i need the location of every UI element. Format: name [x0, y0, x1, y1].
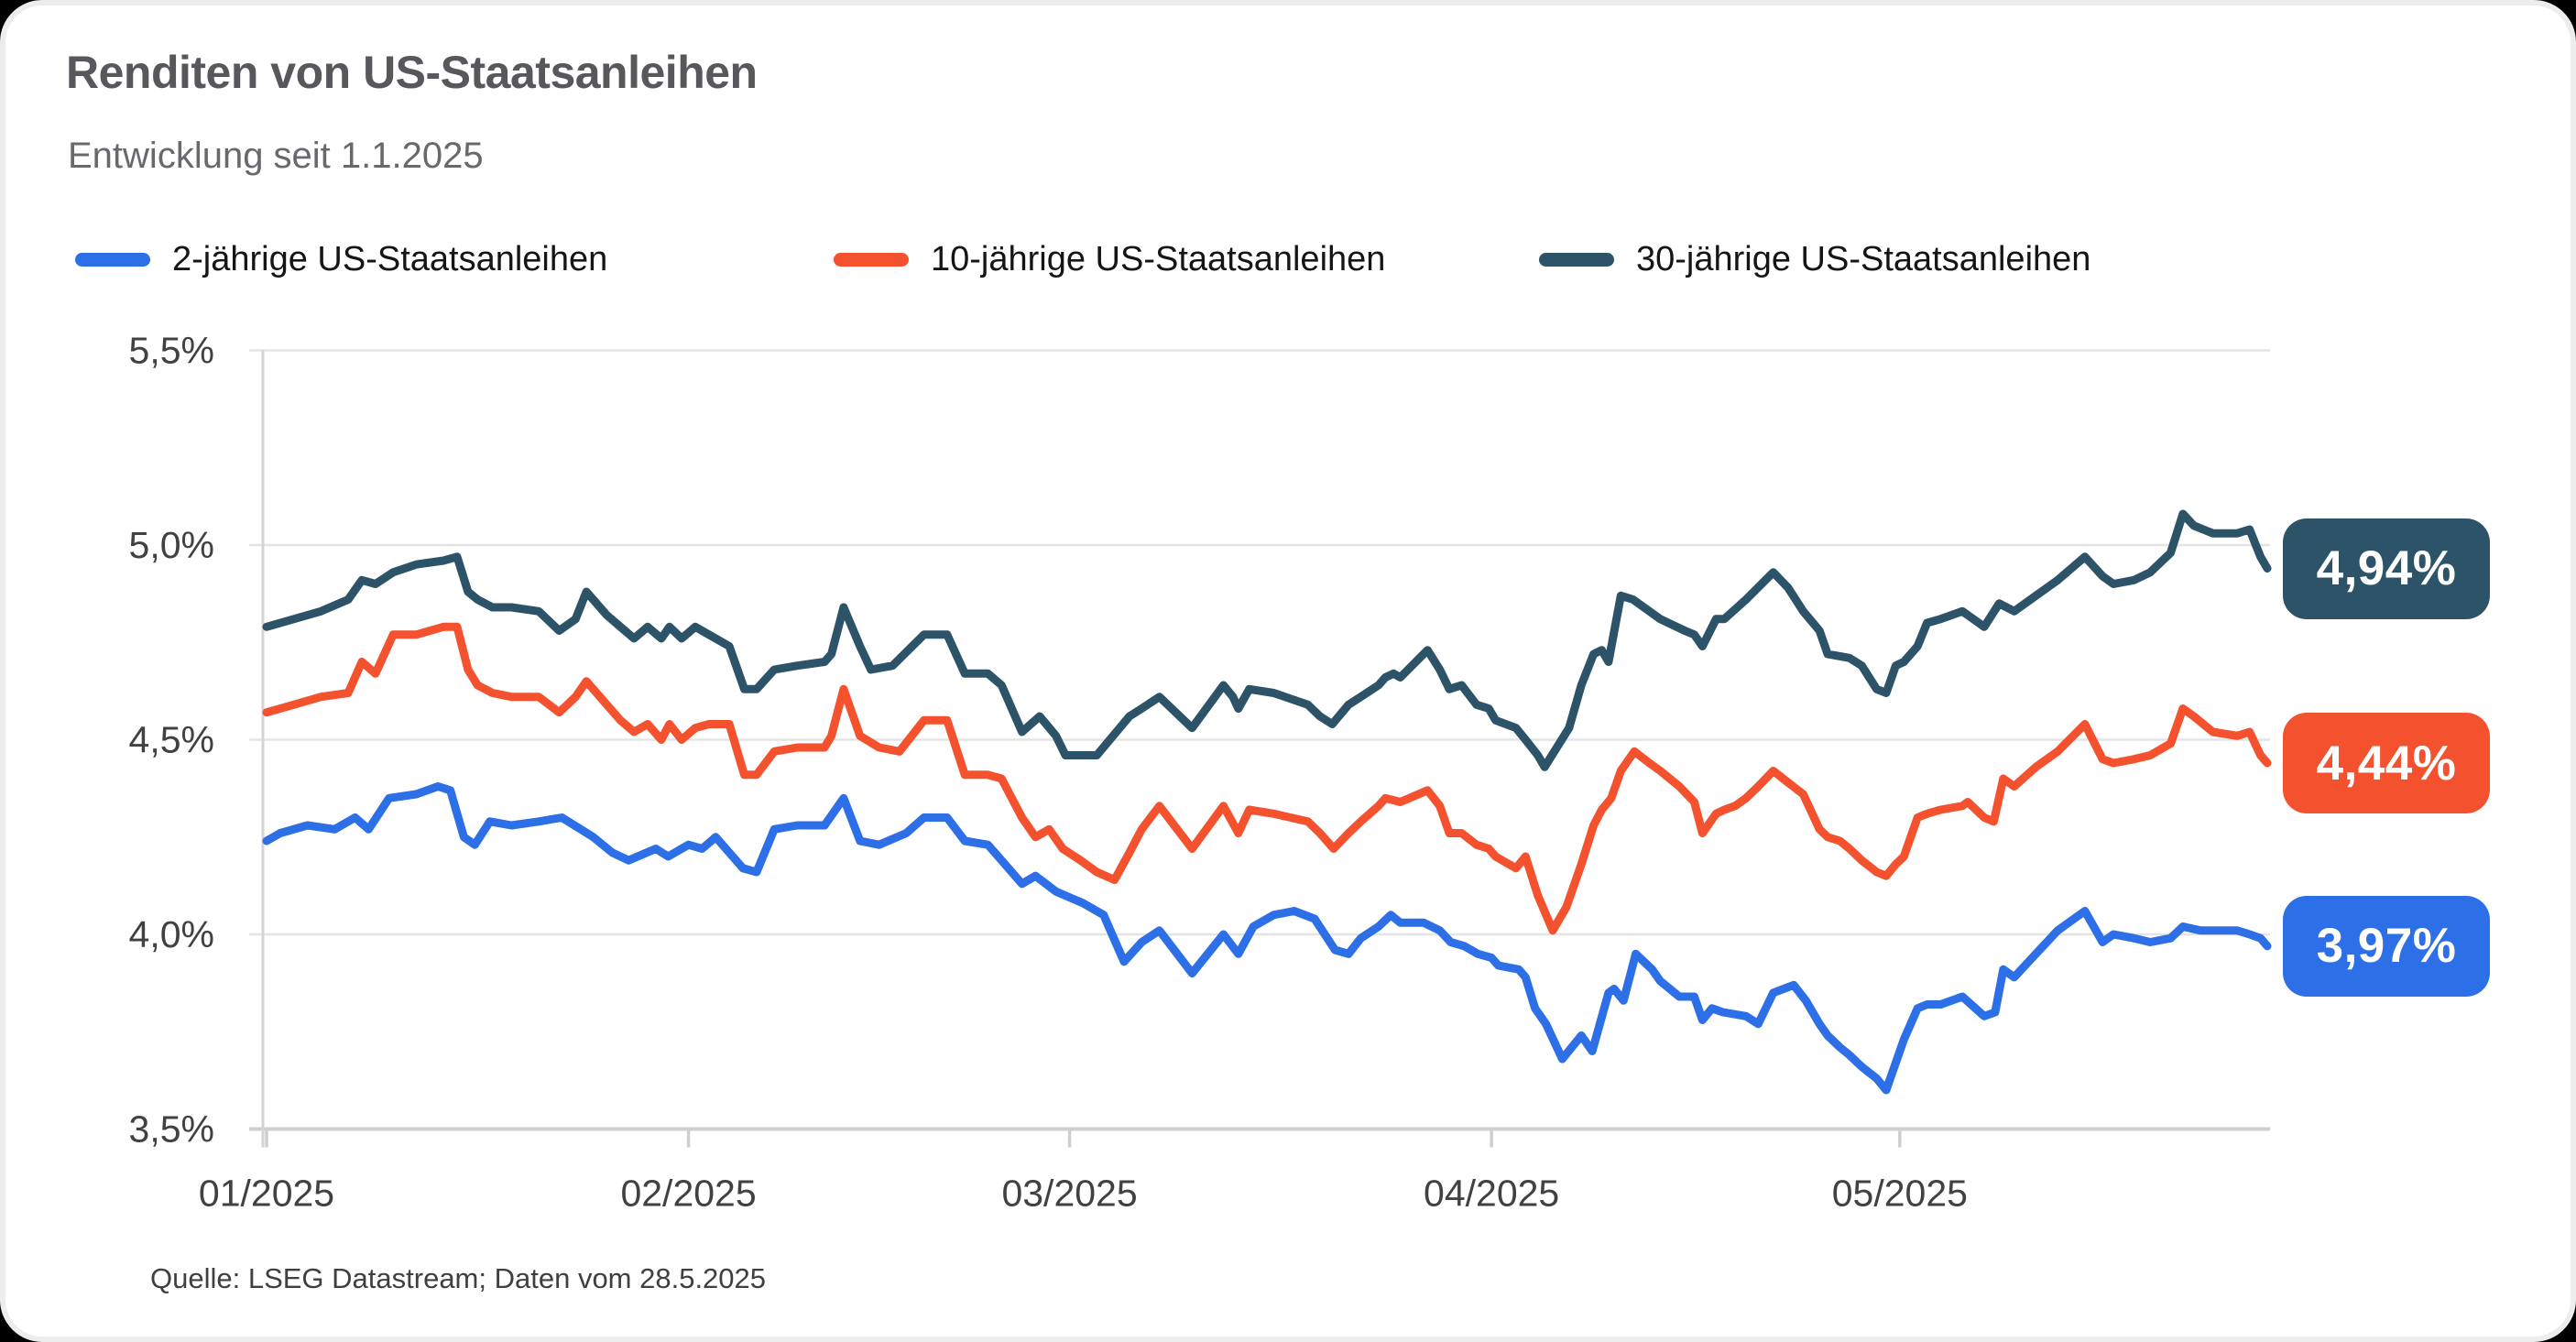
legend-label-2y: 2-jährige US-Staatsanleihen [172, 239, 608, 278]
series-line-0 [262, 782, 2272, 1095]
x-tick-label: 03/2025 [1001, 1173, 1137, 1215]
y-tick-label: 5,0% [129, 524, 214, 566]
x-tick-label: 05/2025 [1832, 1173, 1968, 1215]
plot-area: 5,5% 5,0% 4,5% 4,0% 3,5% 01/2025 02/2025 03/202… [5, 5, 2571, 1337]
line-swatch-30y-icon [1539, 252, 1614, 267]
y-tick-label: 5,5% [129, 330, 214, 372]
series-line-1 [262, 622, 2272, 935]
y-tick-label: 3,5% [129, 1108, 214, 1151]
legend-label-30y: 30-jährige US-Staatsanleihen [1636, 239, 2091, 278]
plot-svg: 5,5% 5,0% 4,5% 4,0% 3,5% 01/2025 02/2025 03/202… [129, 330, 2272, 1215]
end-badge-2y: 3,97% [2283, 895, 2490, 997]
x-tick-label: 02/2025 [620, 1173, 756, 1215]
legend: 2-jährige US-Staatsanleihen 10-jährige U… [5, 235, 2571, 284]
end-badge-30y: 4,94% [2283, 518, 2490, 619]
series-line-2 [262, 509, 2272, 771]
page-subtitle: Entwicklung seit 1.1.2025 [68, 136, 484, 176]
y-tick-label: 4,5% [129, 719, 214, 761]
legend-item-30y: 30-jährige US-Staatsanleihen [1539, 235, 2090, 284]
legend-item-10y: 10-jährige US-Staatsanleihen [834, 235, 1385, 284]
line-swatch-10y-icon [834, 252, 909, 267]
x-tick-label: 04/2025 [1424, 1173, 1559, 1215]
end-badge-10y: 4,44% [2283, 713, 2490, 813]
source-note: Quelle: LSEG Datastream; Daten vom 28.5.… [150, 1262, 767, 1294]
x-tick-label: 01/2025 [199, 1173, 334, 1215]
legend-label-10y: 10-jährige US-Staatsanleihen [931, 239, 1386, 278]
line-swatch-2y-icon [75, 252, 150, 267]
y-tick-label: 4,0% [129, 913, 214, 955]
legend-item-2y: 2-jährige US-Staatsanleihen [75, 235, 607, 284]
page-title: Renditen von US-Staatsanleihen [66, 47, 758, 98]
